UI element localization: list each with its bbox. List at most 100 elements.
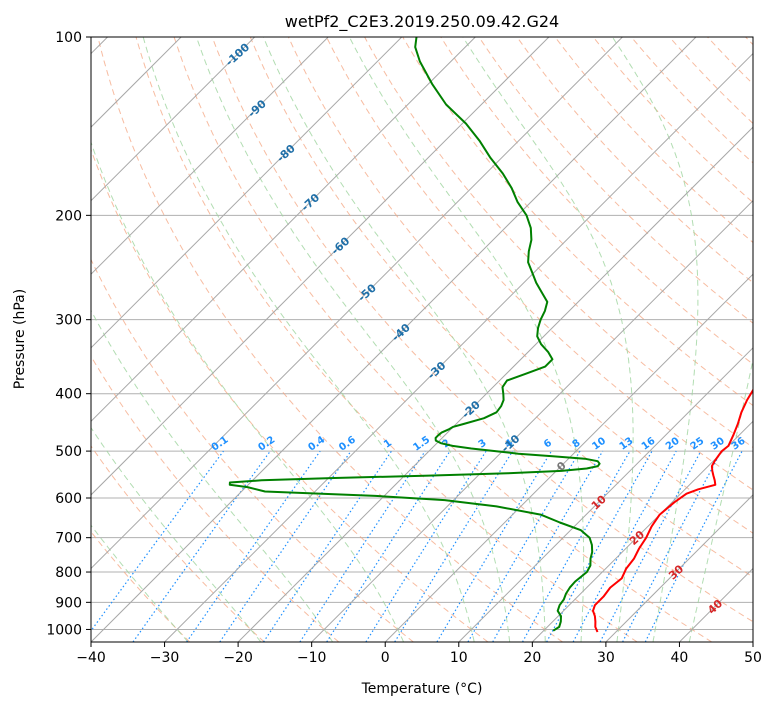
moist-adiabat xyxy=(142,37,475,642)
mixing-ratio-line xyxy=(219,450,352,642)
isotherm xyxy=(91,37,623,570)
isotherm xyxy=(384,273,753,642)
mixing-ratio-line xyxy=(492,450,604,642)
x-tick-label: −20 xyxy=(223,650,253,666)
dry-adiabat xyxy=(669,37,753,125)
mixing-ratio-label: 10 xyxy=(590,436,608,453)
moist-adiabat xyxy=(611,37,699,642)
isotherm xyxy=(237,126,753,642)
moist-adiabat xyxy=(91,140,405,642)
chart-title: wetPf2_C2E3.2019.250.09.42.G24 xyxy=(285,12,559,32)
dry-adiabat xyxy=(91,258,414,642)
dry-adiabats xyxy=(91,37,753,642)
isotherm xyxy=(605,494,753,642)
dry-adiabat xyxy=(707,37,753,85)
x-axis-label: Temperature (°C) xyxy=(361,681,483,697)
mixing-ratio-line xyxy=(599,450,702,642)
y-axis-label: Pressure (hPa) xyxy=(12,289,28,389)
isotherm xyxy=(679,567,753,642)
plot-frame xyxy=(90,36,754,643)
isotherm xyxy=(91,37,550,496)
dry-adiabat xyxy=(91,355,340,642)
mixing-ratio-line xyxy=(186,450,321,642)
isotherm-label: -100 xyxy=(223,41,252,69)
mixing-ratio-line xyxy=(521,450,631,642)
y-tick-label: 600 xyxy=(55,491,82,507)
temperature-line xyxy=(592,388,753,633)
mixing-ratio-label: 16 xyxy=(640,436,658,453)
isotherm xyxy=(91,37,403,349)
axes: −40 −30 −20 −10 0 10 20 30 40 50 100 200 300 400 500 60… xyxy=(46,30,762,666)
dry-adiabat xyxy=(287,37,753,534)
y-tick-label: 700 xyxy=(55,531,82,547)
mixing-ratio-line xyxy=(132,450,271,642)
dewpoint-line xyxy=(228,37,601,632)
isotherm xyxy=(164,52,753,642)
mixing-ratio-line xyxy=(299,450,426,642)
isotherm xyxy=(458,347,753,642)
horizontal-grid xyxy=(91,36,753,630)
y-tick-label: 300 xyxy=(55,313,82,329)
mixing-ratio-line xyxy=(394,450,514,642)
moist-adiabat xyxy=(91,426,262,642)
isotherm xyxy=(752,641,753,642)
dry-adiabat xyxy=(249,37,753,578)
isotherm xyxy=(91,37,697,642)
dry-adiabat xyxy=(326,37,753,491)
x-tick-label: 0 xyxy=(381,650,390,666)
dry-adiabat xyxy=(211,37,753,623)
moist-adiabat xyxy=(262,37,546,642)
mixing-ratio-label: 25 xyxy=(689,436,707,453)
x-tick-label: −40 xyxy=(76,650,106,666)
y-tick-label: 200 xyxy=(55,208,82,224)
x-tick-label: 30 xyxy=(597,650,615,666)
isotherm xyxy=(91,37,256,202)
mixing-ratio-label: 6 xyxy=(542,438,554,451)
dry-adiabat xyxy=(516,37,753,284)
dry-adiabat xyxy=(91,148,489,642)
x-tick-label: −10 xyxy=(297,650,327,666)
isotherm xyxy=(531,420,753,642)
dry-adiabat xyxy=(173,37,713,642)
moist-adiabat xyxy=(196,37,511,642)
y-tick-label: 400 xyxy=(55,387,82,403)
y-tick-label: 800 xyxy=(55,565,82,581)
y-tick-label: 900 xyxy=(55,595,82,611)
moist-adiabat xyxy=(462,37,634,642)
dry-adiabat xyxy=(135,37,638,642)
moist-adiabat xyxy=(348,37,585,642)
mixing-ratio-lines xyxy=(91,450,743,642)
x-tick-label: 40 xyxy=(671,650,689,666)
dry-adiabat xyxy=(91,530,191,642)
dry-adiabat xyxy=(745,37,753,46)
x-tick-label: 10 xyxy=(450,650,468,666)
mixing-ratio-line xyxy=(436,450,553,642)
isotherm xyxy=(91,37,476,423)
mixing-ratio-label: 8 xyxy=(571,438,583,451)
moist-adiabat xyxy=(91,524,189,642)
y-tick-label: 1000 xyxy=(46,622,82,638)
isotherms xyxy=(91,37,753,642)
dry-adiabat xyxy=(478,37,753,324)
moist-adiabats xyxy=(91,37,753,642)
mixing-ratio-label: 20 xyxy=(664,436,682,453)
x-tick-label: 50 xyxy=(744,650,762,666)
mixing-ratio-line xyxy=(91,450,224,632)
moist-adiabat xyxy=(91,309,334,642)
dry-adiabat xyxy=(592,37,753,204)
mixing-ratio-line xyxy=(572,450,677,642)
dry-adiabat xyxy=(630,37,753,164)
dry-adiabat xyxy=(97,37,563,642)
moist-adiabat xyxy=(688,357,753,642)
background-labels: 0.1 0.2 0.4 0.6 1 1.5 2 3 4 6 8 10 13 16 20 25 30 36-100-… xyxy=(210,41,748,617)
mixing-ratio-line xyxy=(644,450,743,642)
y-tick-label: 500 xyxy=(55,444,82,460)
mixing-ratio-line xyxy=(467,450,581,642)
mixing-ratio-line xyxy=(326,450,451,642)
dry-adiabat xyxy=(91,445,265,642)
series-lines xyxy=(228,37,753,633)
y-tick-label: 100 xyxy=(55,30,82,46)
x-tick-label: 20 xyxy=(523,650,541,666)
x-tick-label: −30 xyxy=(150,650,180,666)
